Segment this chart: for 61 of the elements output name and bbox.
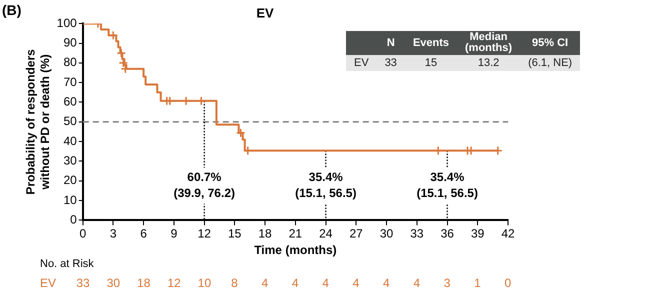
point (116, 48, 126, 58)
x-tick-label: 21 (288, 226, 302, 241)
data-label: 1 (474, 276, 481, 290)
x-tick-label: 27 (349, 226, 364, 241)
y-tick-label: 0 (70, 212, 78, 227)
x-tick-label: 33 (410, 226, 424, 241)
data-label: 4 (292, 276, 299, 290)
x-tick-label: 18 (258, 226, 272, 241)
x-tick-label: 12 (198, 226, 212, 241)
category-label: Events (404, 31, 458, 55)
data-label: (6.1, NE) (520, 55, 580, 71)
data-label: 0 (504, 276, 512, 290)
data-label: 3 (444, 276, 450, 290)
x-tick-label: 42 (501, 226, 515, 241)
data-label: 4 (383, 276, 390, 290)
data-label: 33 (76, 276, 90, 290)
y-tick-label: 20 (63, 173, 78, 188)
x-axis-title: Time (months) (254, 243, 337, 258)
chart-title: EV (256, 5, 274, 20)
data-label: 4 (413, 276, 420, 290)
annotation: 35.4% (15.1, 56.5) (295, 170, 356, 200)
y-tick-label: 10 (63, 192, 78, 207)
y-tick-label: 30 (63, 154, 78, 168)
y-tick-label: 50 (63, 114, 78, 128)
x-tick-label: 6 (140, 226, 148, 241)
data-label: 30 (106, 276, 120, 290)
data-label: 18 (137, 276, 150, 290)
x-tick-label: 0 (79, 226, 86, 241)
x-tick-label: 36 (440, 226, 454, 241)
y-tick-label: 40 (63, 134, 78, 148)
y-tick-label: 100 (56, 16, 78, 30)
x-tick-label: 9 (170, 226, 178, 241)
point (236, 128, 246, 138)
text: (B) (2, 2, 22, 18)
data-label: 10 (198, 276, 212, 290)
data-label: 33 (376, 55, 405, 71)
text: No. at Risk (40, 258, 94, 270)
data-label: 8 (231, 276, 238, 290)
data-label: 15 (404, 55, 458, 71)
series-label: EV (346, 55, 377, 71)
data-label: 12 (167, 276, 181, 290)
annotation: 35.4% (15.1, 56.5) (416, 170, 478, 200)
x-tick-label: 3 (110, 226, 117, 241)
x-tick-label: 15 (228, 226, 242, 241)
category-label: N (376, 31, 405, 55)
y-axis-title: Probability of responders without PD or death (%) (24, 48, 52, 195)
category-label: Median (months) (457, 31, 520, 55)
y-tick-label: 90 (63, 36, 78, 50)
data-label: 13.2 (457, 55, 520, 71)
y-tick-label: 80 (63, 55, 78, 70)
data-label: 4 (322, 276, 329, 290)
x-tick-label: 39 (470, 226, 485, 241)
data-label: 4 (262, 276, 268, 290)
category-label: 95% CI (520, 31, 580, 55)
data-label: 4 (352, 276, 360, 290)
x-tick-label: 24 (319, 226, 333, 241)
y-tick-label: 70 (63, 74, 78, 89)
x-tick-label: 30 (380, 226, 394, 241)
y-tick-label: 60 (63, 94, 78, 109)
legend-label: EV (40, 276, 56, 290)
annotation: 60.7% (39.9, 76.2) (174, 170, 235, 200)
